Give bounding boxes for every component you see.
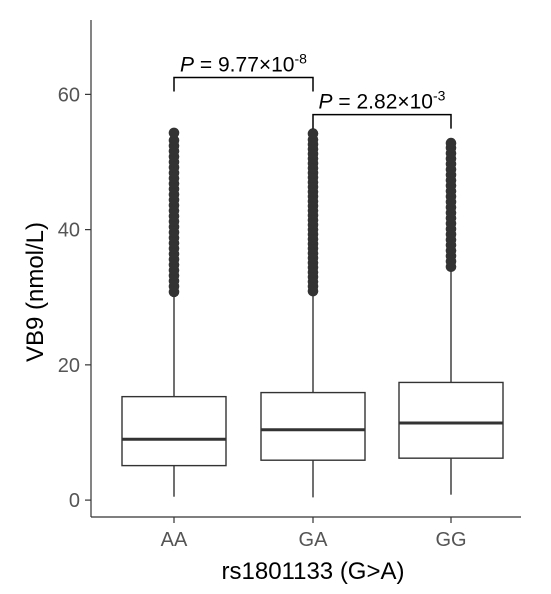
plot-layer: 0 20 40 60 AA GA GG P = 9.77×10-8 P = 2.82×10-3 (58, 50, 504, 551)
box-iqr (121, 395, 227, 467)
box-iqr (260, 391, 366, 461)
p-value-label: P = 9.77×10-8 (180, 50, 307, 76)
outlier-point (168, 127, 180, 139)
x-tick-label: AA (161, 529, 188, 551)
y-axis-title: VB9 (nmol/L) (22, 222, 49, 362)
p-value-label: P = 2.82×10-3 (319, 88, 446, 114)
outlier-point (168, 135, 180, 146)
y-tick-label: 20 (58, 355, 80, 377)
outlier-point (307, 128, 319, 139)
y-tick-label: 60 (58, 84, 80, 106)
box-iqr (398, 381, 504, 459)
y-tick-label: 40 (58, 220, 80, 242)
significance-bracket (173, 76, 314, 92)
x-tick-label: GG (435, 529, 466, 551)
x-axis-title: rs1801133 (G>A) (222, 558, 405, 585)
x-tick-label: GA (299, 529, 329, 551)
significance-bracket (312, 113, 452, 129)
y-tick-label: 0 (69, 490, 80, 512)
outlier-point (445, 137, 457, 149)
